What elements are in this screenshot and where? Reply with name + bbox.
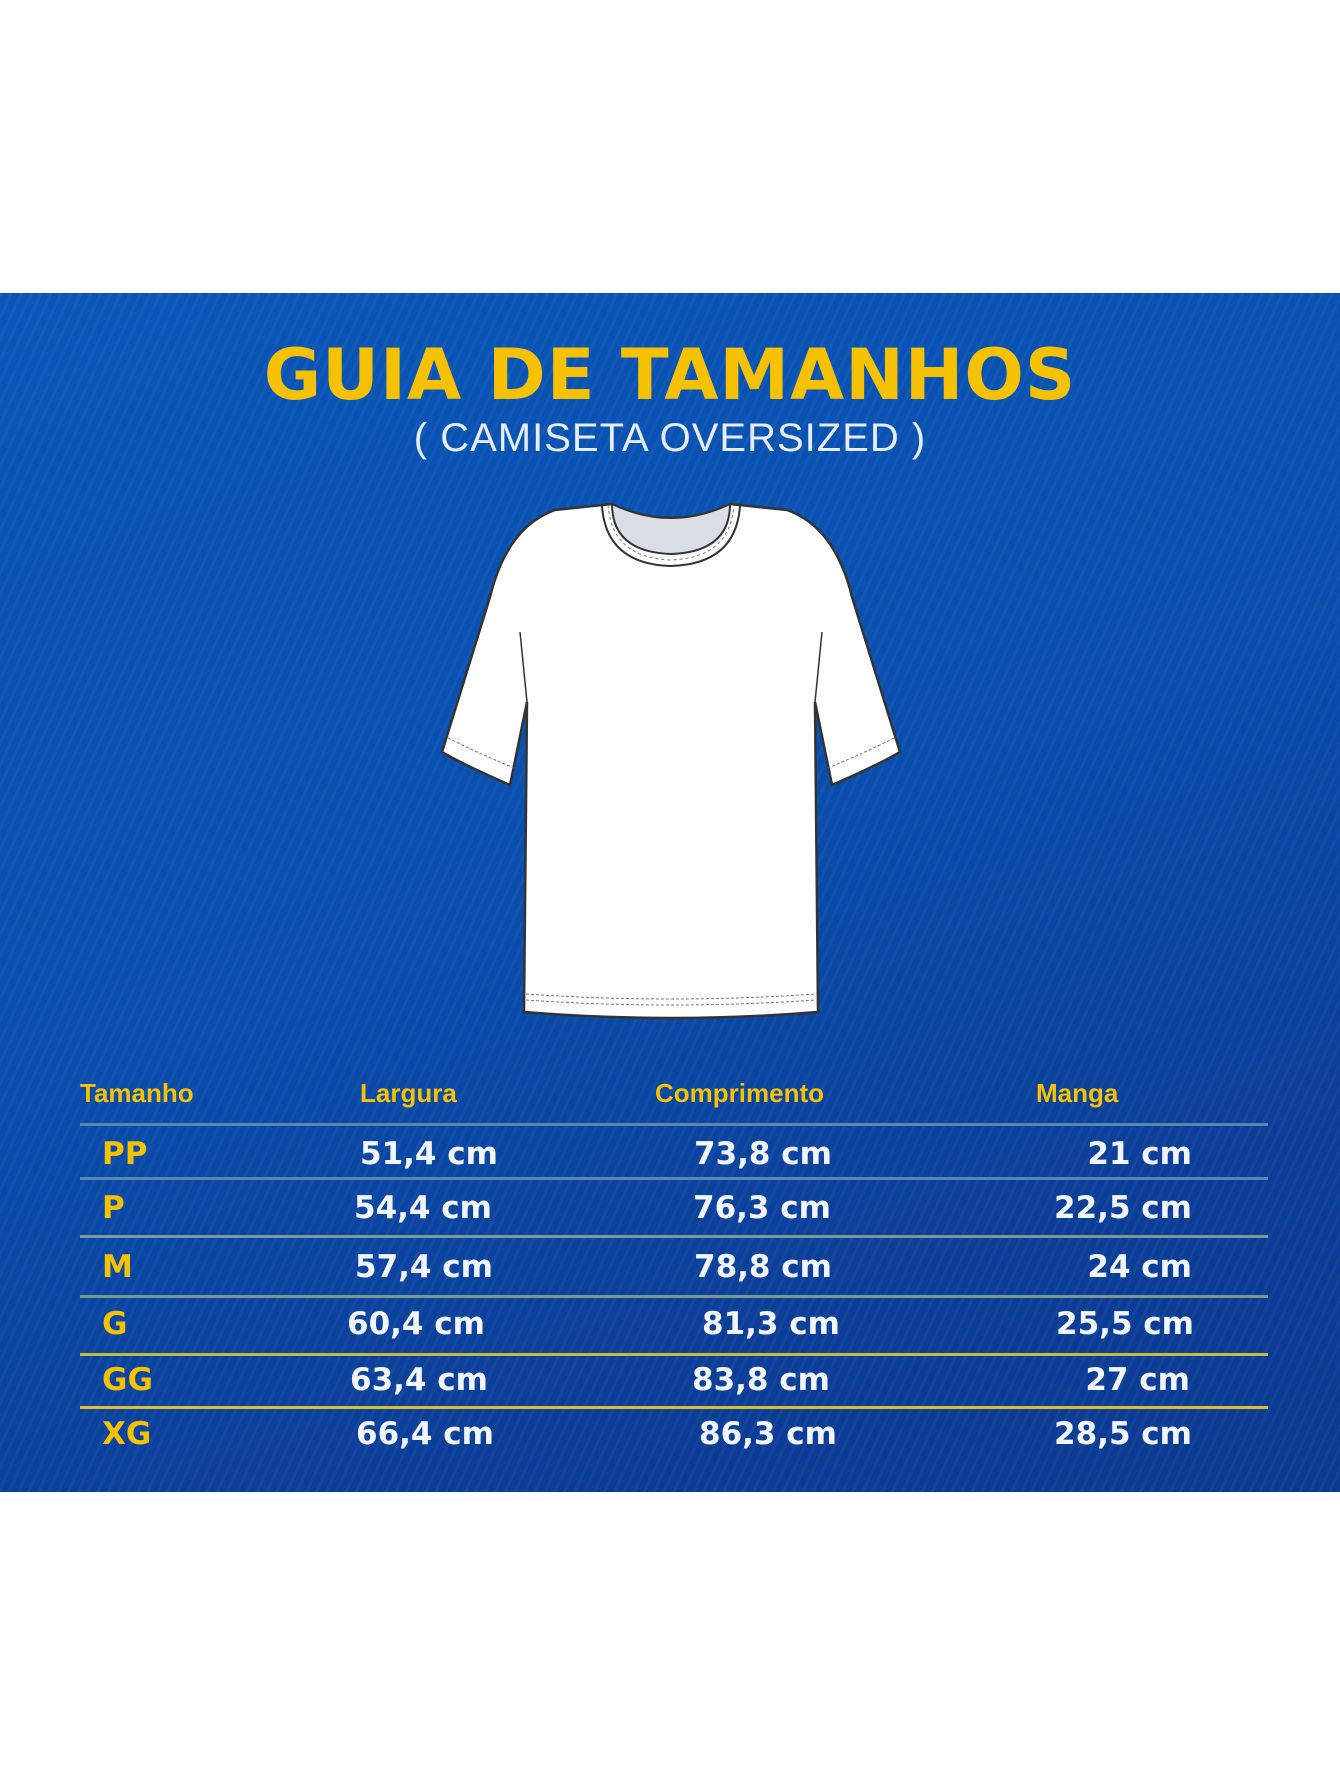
row-divider	[80, 1123, 1268, 1126]
column-header-largura: Largura	[360, 1078, 457, 1108]
manga-value: 25,5 cm	[1056, 1306, 1194, 1342]
comprimento-value: 86,3 cm	[699, 1416, 837, 1452]
manga-value: 28,5 cm	[1054, 1416, 1192, 1452]
tshirt-illustration	[440, 502, 902, 1020]
column-header-manga: Manga	[1036, 1078, 1119, 1108]
largura-value: 57,4 cm	[355, 1249, 493, 1285]
size-label: PP	[102, 1136, 148, 1172]
row-divider	[80, 1235, 1268, 1238]
manga-value: 27 cm	[1085, 1362, 1190, 1398]
largura-value: 51,4 cm	[360, 1136, 498, 1172]
comprimento-value: 73,8 cm	[694, 1136, 832, 1172]
largura-value: 54,4 cm	[354, 1190, 492, 1226]
manga-value: 21 cm	[1087, 1136, 1192, 1172]
largura-value: 63,4 cm	[350, 1362, 488, 1398]
largura-value: 60,4 cm	[347, 1306, 485, 1342]
comprimento-value: 83,8 cm	[692, 1362, 830, 1398]
manga-value: 22,5 cm	[1054, 1190, 1192, 1226]
row-divider	[80, 1406, 1268, 1409]
column-header-comprimento: Comprimento	[655, 1078, 824, 1108]
comprimento-value: 81,3 cm	[702, 1306, 840, 1342]
comprimento-value: 76,3 cm	[693, 1190, 831, 1226]
largura-value: 66,4 cm	[356, 1416, 494, 1452]
size-label: P	[102, 1190, 125, 1226]
comprimento-value: 78,8 cm	[694, 1249, 832, 1285]
size-label: G	[102, 1306, 128, 1342]
size-label: XG	[102, 1416, 152, 1452]
row-divider	[80, 1177, 1268, 1180]
size-label: M	[102, 1249, 133, 1285]
row-divider	[80, 1353, 1268, 1356]
page-title: GUIA DE TAMANHOS	[263, 334, 1077, 416]
page-subtitle: ( CAMISETA OVERSIZED )	[413, 416, 927, 460]
row-divider	[80, 1295, 1268, 1298]
column-header-tamanho: Tamanho	[80, 1078, 194, 1108]
size-label: GG	[102, 1362, 153, 1398]
manga-value: 24 cm	[1087, 1249, 1192, 1285]
